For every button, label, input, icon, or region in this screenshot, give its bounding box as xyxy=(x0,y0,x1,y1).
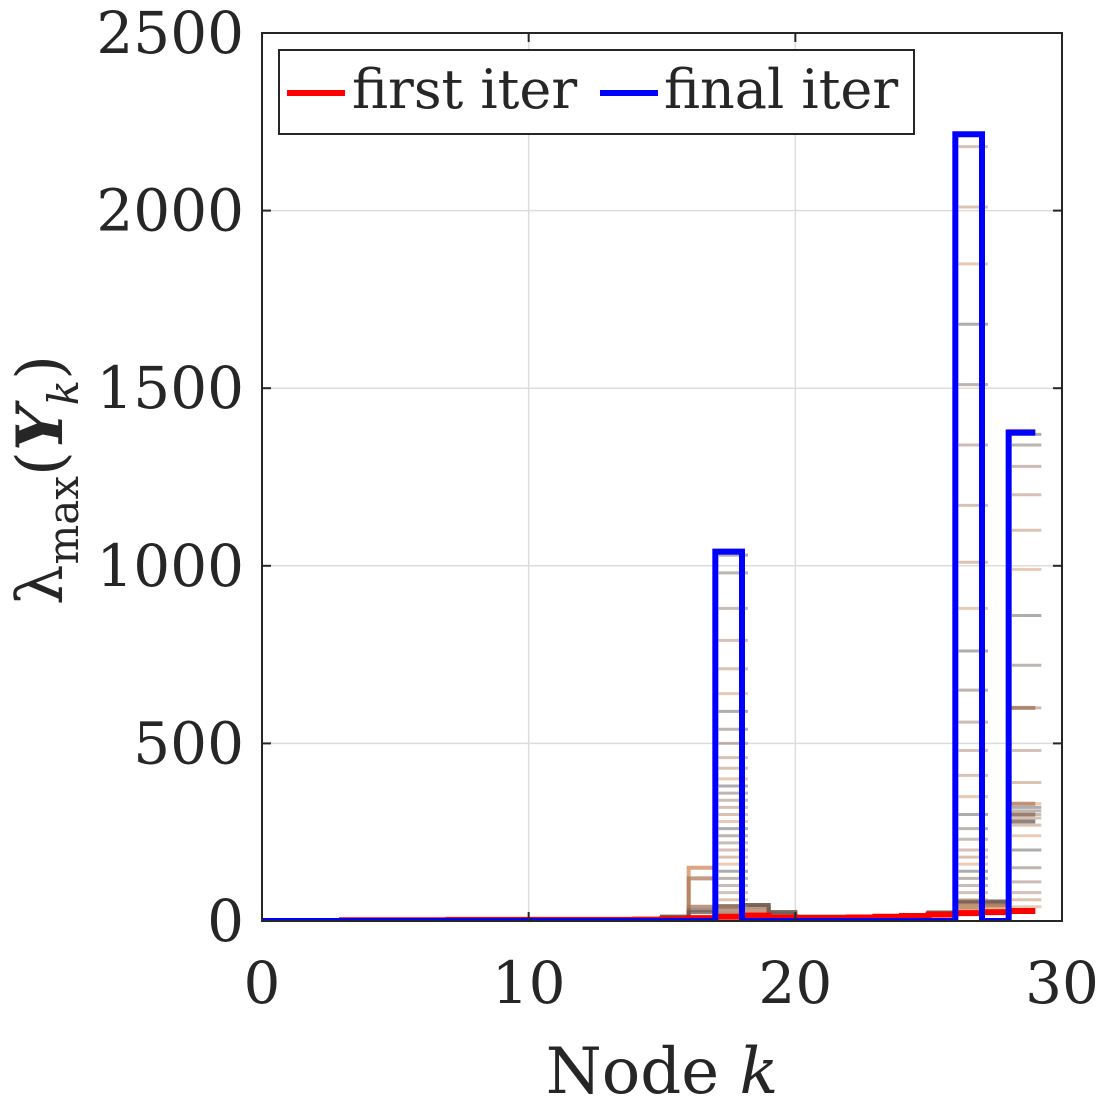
grid xyxy=(262,33,1062,921)
y-tick-label: 0 xyxy=(207,887,244,955)
x-tick-label: 0 xyxy=(244,949,281,1017)
axes-box xyxy=(261,32,1063,922)
y-tick-label: 1000 xyxy=(96,532,244,600)
y-tick-label: 500 xyxy=(133,709,244,777)
legend-label-first-iter: first iter xyxy=(352,58,577,121)
series-line-final-iter xyxy=(262,131,1036,921)
legend: first iter final iter xyxy=(278,49,915,135)
y-tick-label: 2000 xyxy=(96,177,244,245)
ticks xyxy=(261,32,1063,922)
x-tick-label: 30 xyxy=(1025,949,1099,1017)
x-axis-title: Node k xyxy=(546,1035,779,1100)
x-tick-label: 20 xyxy=(758,949,832,1017)
x-tick-label: 10 xyxy=(492,949,566,1017)
y-axis-title: λmax(Yk) xyxy=(3,355,88,605)
plot-background xyxy=(262,33,1062,921)
legend-label-final-iter: final iter xyxy=(664,58,898,121)
tick-labels: 0 10 20 30 0 500 1000 1500 2000 2500 xyxy=(96,0,1099,1017)
y-tick-label: 1500 xyxy=(96,354,244,422)
legend-box xyxy=(278,49,915,135)
y-tick-label: 2500 xyxy=(96,0,244,67)
